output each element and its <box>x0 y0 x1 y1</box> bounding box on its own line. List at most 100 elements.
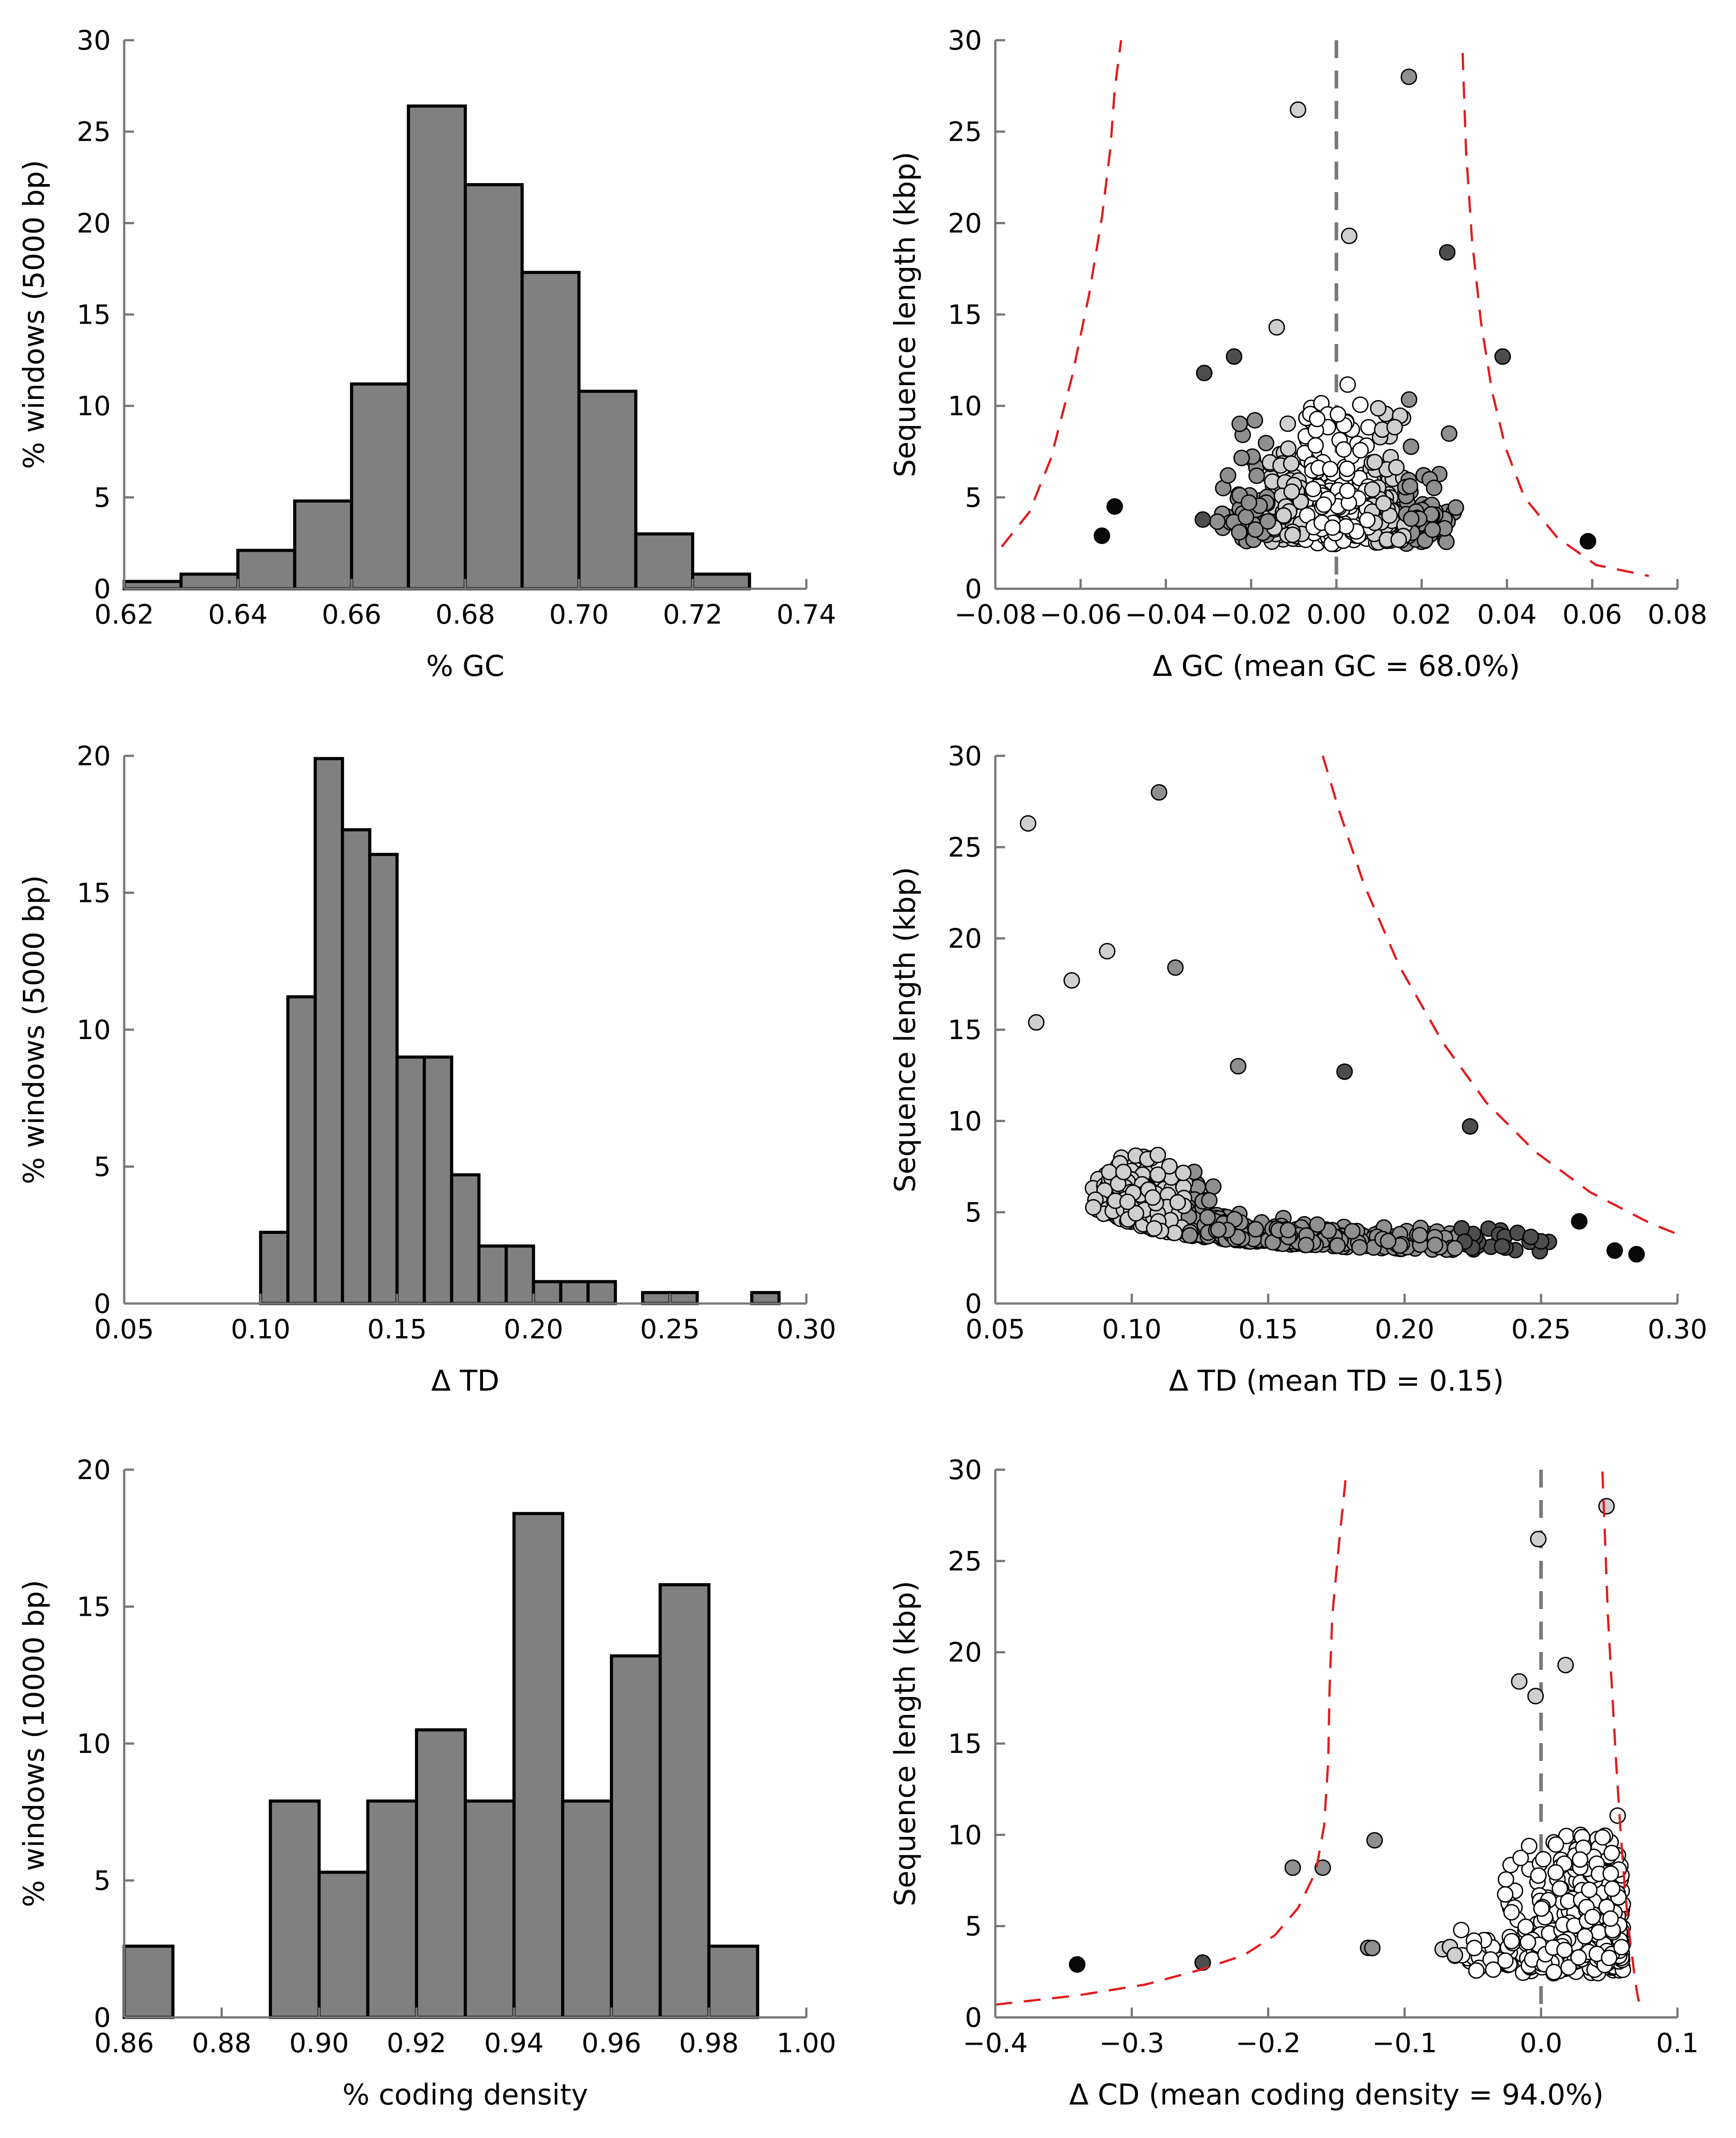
x-tick-label: −0.06 <box>1040 599 1122 630</box>
scatter-point <box>1441 425 1458 442</box>
scatter-point <box>1401 68 1417 85</box>
x-tick-label: 0.94 <box>484 2028 544 2059</box>
scatter-point <box>1115 1164 1132 1181</box>
x-axis-label: Δ TD <box>431 1365 499 1398</box>
scatter-point <box>1146 1220 1163 1237</box>
y-tick-label: 10 <box>948 391 982 422</box>
y-tick-label: 15 <box>948 1015 982 1046</box>
scatter-point <box>1390 531 1407 548</box>
y-tick-label: 20 <box>77 741 111 772</box>
y-tick-label: 5 <box>94 1866 111 1897</box>
scatter-point <box>1551 1880 1568 1897</box>
scatter-point <box>1598 1498 1615 1515</box>
y-axis-label: Sequence length (kbp) <box>889 152 922 478</box>
scatter-point <box>1230 1058 1247 1075</box>
histogram-bar <box>477 1244 508 1305</box>
histogram-bar <box>641 1291 672 1305</box>
histogram-bar <box>512 1512 565 2019</box>
x-tick-label: 0.74 <box>776 599 836 630</box>
y-tick-label: 25 <box>77 117 111 148</box>
scatter-point <box>1063 972 1080 989</box>
scatter-point <box>1571 1213 1588 1230</box>
scatter-point <box>1181 1227 1198 1244</box>
histogram-bar <box>236 549 297 591</box>
scatter-point <box>1364 481 1381 498</box>
x-tick-label: 0.05 <box>94 1314 154 1345</box>
chart-panel-1: 0.62 0.64 0.66 0.68 0.70 0.72 0.74 0 5 10 15 20 25 30… <box>18 25 836 683</box>
y-tick-label: 0 <box>965 2002 982 2033</box>
x-tick-label: −0.4 <box>963 2028 1028 2059</box>
scatter-point <box>1628 1246 1645 1263</box>
histogram-bar <box>750 1291 781 1305</box>
scatter-point <box>1584 1908 1601 1925</box>
scatter-point <box>1231 415 1248 432</box>
y-axis-label: Sequence length (kbp) <box>889 1581 922 1907</box>
scatter-point <box>1366 453 1383 470</box>
scatter-point <box>1210 1221 1227 1238</box>
scatter-point <box>1241 494 1258 511</box>
envelope-curve <box>1461 53 1649 577</box>
x-tick-label: 1.00 <box>776 2028 836 2059</box>
x-tick-label: 0.20 <box>503 1314 563 1345</box>
x-axis-label: Δ TD (mean TD = 0.15) <box>1169 1365 1504 1398</box>
y-tick-label: 0 <box>94 2002 111 2033</box>
histogram-bar <box>286 995 317 1305</box>
histogram-bar <box>122 1945 175 2019</box>
scatter-point <box>1094 527 1111 544</box>
scatter-point <box>1144 1189 1161 1206</box>
scatter-point <box>1258 435 1275 452</box>
scatter-point <box>1352 442 1369 459</box>
scatter-point <box>1606 1242 1623 1259</box>
scatter-point <box>1535 1851 1552 1868</box>
y-tick-label: 0 <box>94 574 111 605</box>
scatter-point <box>1314 1859 1331 1876</box>
scatter-point <box>1388 459 1405 476</box>
scatter-point <box>1364 1940 1381 1957</box>
scatter-point <box>1220 467 1237 484</box>
scatter-point <box>1351 1239 1368 1256</box>
x-axis-label: Δ CD (mean coding density = 94.0%) <box>1069 2079 1604 2112</box>
histogram-bars <box>122 1512 759 2019</box>
scatter-point <box>1205 1178 1222 1195</box>
chart-panel-4: 0.05 0.10 0.15 0.20 0.25 0.30 0 5 10 15 20 25 30 Δ TD… <box>889 741 1707 1398</box>
scatter-point <box>1613 1939 1630 1956</box>
scatter-point <box>1150 784 1167 801</box>
scatter-point <box>1447 499 1464 516</box>
scatter-point <box>1280 440 1297 457</box>
scatter-point <box>1424 521 1441 538</box>
scatter-point <box>1494 1238 1511 1255</box>
x-tick-label: 0.98 <box>679 2028 739 2059</box>
y-tick-label: 20 <box>948 923 982 955</box>
scatter-point <box>1307 437 1324 454</box>
histogram-bar <box>368 853 399 1305</box>
scatter-cloud <box>1085 1147 1557 1260</box>
scatter-point <box>1533 1900 1550 1917</box>
histogram-bar <box>577 390 637 591</box>
scatter-point <box>1309 1216 1326 1233</box>
scatter-point <box>1283 455 1300 472</box>
y-tick-label: 10 <box>948 1106 982 1137</box>
scatter-point <box>1438 533 1455 550</box>
y-tick-label: 5 <box>94 1152 111 1183</box>
y-tick-label: 5 <box>965 482 982 513</box>
x-tick-label: 0.20 <box>1375 1314 1434 1345</box>
scatter-point <box>1519 1934 1536 1951</box>
x-tick-label: 0.08 <box>1648 599 1707 630</box>
scatter-point <box>1604 1880 1621 1897</box>
histogram-bar <box>366 1799 418 2019</box>
scatter-point <box>1403 510 1420 527</box>
y-tick-label: 5 <box>94 482 111 513</box>
scatter-point <box>1167 959 1184 976</box>
scatter-point <box>1581 1881 1598 1898</box>
scatter-point <box>1466 1940 1483 1957</box>
scatter-point <box>1298 1237 1315 1253</box>
scatter-point <box>1335 441 1352 458</box>
y-tick-label: 15 <box>77 878 111 909</box>
y-axis-label: % windows (5000 bp) <box>18 160 51 469</box>
y-tick-label: 15 <box>77 1592 111 1623</box>
histogram-bar <box>561 1799 613 2019</box>
y-tick-label: 10 <box>77 1015 111 1046</box>
scatter-point <box>1085 1199 1102 1216</box>
scatter-point <box>1166 1224 1183 1241</box>
